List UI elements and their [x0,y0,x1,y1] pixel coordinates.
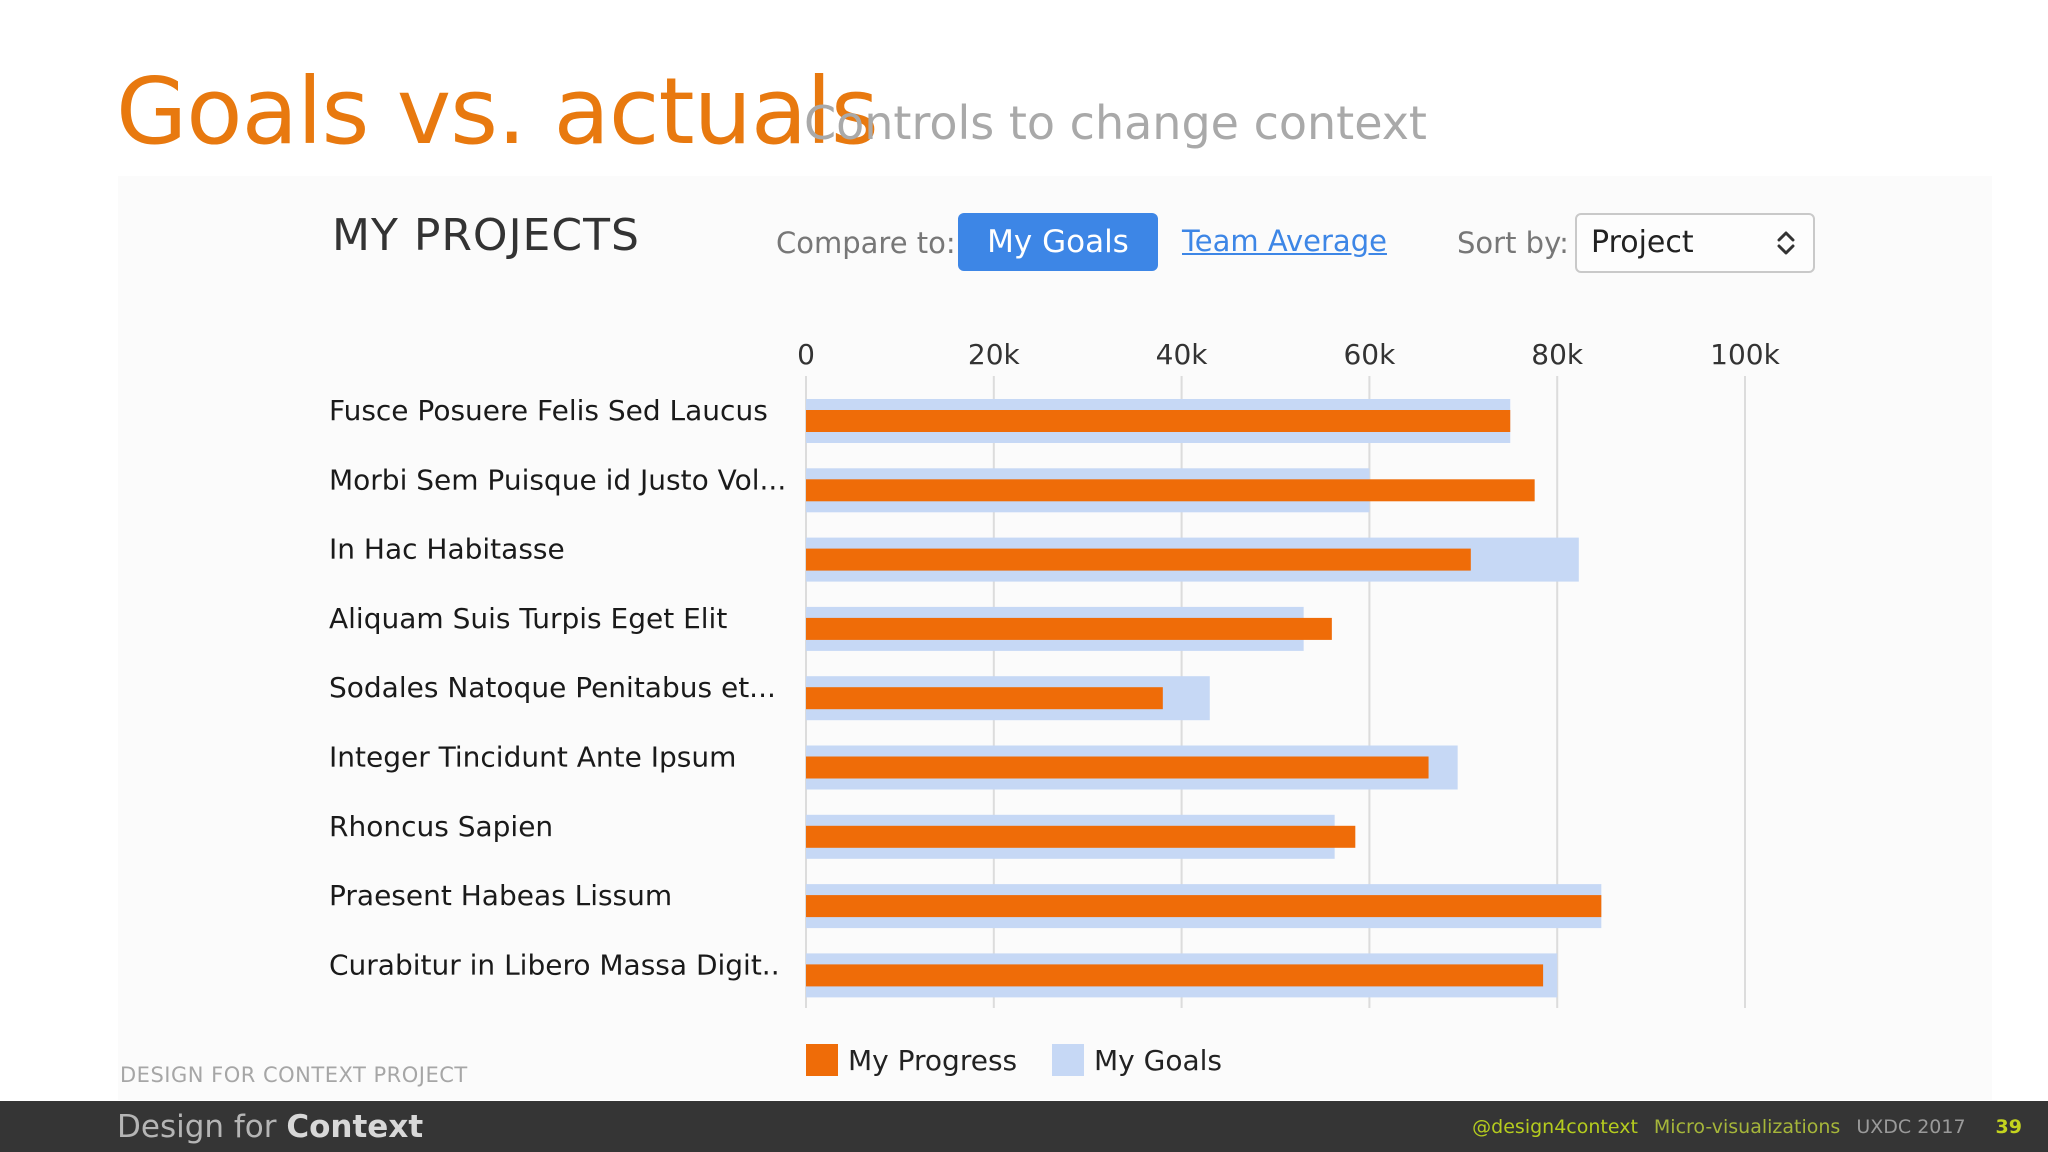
x-tick-label: 60k [1343,338,1396,371]
x-tick-label: 80k [1531,338,1584,371]
x-tick-label: 100k [1710,338,1780,371]
sort-select-value: Project [1591,225,1694,260]
category-label: Praesent Habeas Lissum [329,879,672,912]
footer-meta: @design4context Micro-visualizations UXD… [1472,1116,2022,1138]
legend-label: My Progress [848,1044,1017,1077]
chevron-updown-icon [1777,231,1795,255]
legend-swatch [1052,1044,1084,1076]
page-number: 39 [1995,1116,2022,1138]
category-label: Integer Tincidunt Ante Ipsum [329,741,736,774]
progress-bar [806,895,1602,918]
category-label: Rhoncus Sapien [329,810,553,843]
footer-handle: @design4context [1472,1116,1638,1138]
footer-topic: Micro-visualizations [1653,1116,1841,1138]
legend-label: My Goals [1094,1044,1222,1077]
progress-bar [806,617,1332,640]
category-label: In Hac Habitasse [329,533,565,566]
category-label: Curabitur in Libero Massa Digit.. [329,948,780,981]
footer-brand: Design for Context [117,1109,423,1145]
category-label: Sodales Natoque Penitabus et... [329,671,776,704]
footer-brand-bold: Context [286,1109,424,1145]
sort-label: Sort by: [1457,226,1569,260]
compare-label: Compare to: [776,226,956,260]
legend-swatch [806,1044,838,1076]
slide-subtitle: Controls to change context [804,96,1427,150]
my-goals-button[interactable]: My Goals [958,213,1158,271]
sort-select[interactable]: Project [1575,213,1815,273]
footer-bar: Design for Context @design4context Micro… [0,1101,2048,1152]
slide-title: Goals vs. actuals [116,58,879,165]
panel-heading: MY PROJECTS [332,210,640,261]
x-tick-label: 40k [1156,338,1209,371]
category-label: Aliquam Suis Turpis Eget Elit [329,602,727,635]
category-label: Fusce Posuere Felis Sed Laucus [329,394,768,427]
footer-brand-light: Design for [117,1109,287,1145]
progress-bar [806,479,1535,502]
progress-bar [806,687,1163,710]
progress-bar [806,756,1429,779]
footer-project-label: DESIGN FOR CONTEXT PROJECT [120,1063,468,1087]
progress-bar [806,548,1471,571]
category-label: Morbi Sem Puisque id Justo Vol... [329,463,786,496]
team-average-link[interactable]: Team Average [1182,224,1387,258]
footer-event: UXDC 2017 [1856,1116,1966,1138]
x-tick-label: 0 [797,338,815,371]
progress-bar [806,825,1356,848]
x-tick-label: 20k [968,338,1021,371]
progress-bar [806,410,1511,432]
progress-bar [806,964,1544,987]
